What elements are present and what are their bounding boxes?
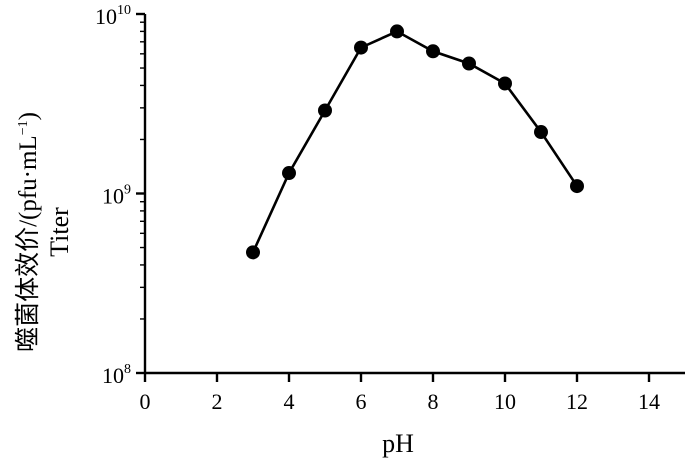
data-point [390,24,404,39]
y-axis-title-cn: 噬菌体效价/(pfu·mL [14,135,42,352]
y-axis-title-unit-exp: −1 [16,120,31,135]
data-point [354,40,368,55]
y-tick-label: 108 [102,362,131,388]
y-tick-label-exponent: 10 [117,3,131,18]
x-axis-title: pH [382,429,414,458]
axes [143,14,685,375]
data-point [534,125,548,140]
data-point [318,103,332,118]
x-tick-label: 2 [212,389,223,414]
x-tick-label: 10 [494,389,516,414]
data-point [570,179,584,194]
y-tick-label: 109 [102,183,131,209]
svg-text:噬菌体效价/(pfu·mL−1): 噬菌体效价/(pfu·mL−1) [14,112,42,352]
x-tick-label: 14 [638,389,660,414]
x-tick-label: 0 [140,389,151,414]
y-tick-label: 1010 [95,3,131,29]
y-tick-label-base: 10 [102,184,124,209]
y-axis-title: 噬菌体效价/(pfu·mL−1) Titer [14,112,74,352]
series-group [246,24,584,260]
y-tick-label-exponent: 8 [124,362,131,377]
y-axis-title-en: Titer [45,207,74,257]
y-tick-label-base: 10 [102,363,124,388]
y-tick-label-base: 10 [95,4,117,29]
y-tick-label-exponent: 9 [124,183,131,198]
y-axis-title-close: ) [15,112,42,120]
x-tick-label: 4 [284,389,295,414]
data-point [498,76,512,91]
x-tick-label: 8 [428,389,439,414]
x-axis-ticks: 0 2 4 6 8 10 12 14 [140,373,660,414]
x-tick-label: 12 [566,389,588,414]
series-line [251,29,579,253]
data-point [282,166,296,181]
data-point [426,44,440,59]
data-point [462,56,476,71]
data-point [246,245,260,260]
x-tick-label: 6 [356,389,367,414]
